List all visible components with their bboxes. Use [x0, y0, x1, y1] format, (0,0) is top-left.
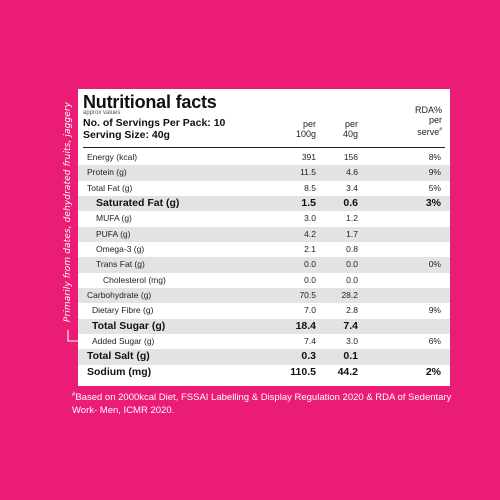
value-per-100g: 1.5 [301, 196, 316, 209]
value-per-40g: 7.4 [343, 319, 358, 332]
panel-title: Nutritional facts [83, 92, 217, 112]
table-row: Total Salt (g) 0.3 0.1 [78, 349, 450, 365]
value-per-100g: 3.0 [304, 213, 316, 224]
value-per-40g: 2.8 [346, 305, 358, 316]
table-row: Protein (g) 11.5 4.6 9% [78, 165, 450, 181]
nutrient-label: Carbohydrate (g) [87, 289, 152, 300]
value-per-100g: 110.5 [290, 365, 316, 378]
nutrient-label: PUFA (g) [96, 228, 131, 239]
value-rda: 5% [428, 182, 441, 193]
value-per-100g: 0.0 [304, 274, 316, 285]
value-per-40g: 3.4 [346, 182, 358, 193]
value-per-100g: 2.1 [304, 243, 316, 254]
nutrient-label: Omega-3 (g) [96, 243, 145, 254]
table-row: Saturated Fat (g) 1.5 0.6 3% [78, 195, 450, 212]
value-rda: 0% [428, 259, 441, 270]
nutrient-table: Energy (kcal) 391 156 8% Protein (g) 11.… [78, 150, 450, 380]
nutrient-label: Added Sugar (g) [92, 335, 155, 346]
table-row: Total Fat (g) 8.5 3.4 5% [78, 181, 450, 196]
column-header-rda: RDA% per serve# [414, 105, 442, 137]
value-rda: 8% [428, 152, 441, 162]
nutrient-label: Saturated Fat (g) [96, 196, 180, 209]
value-per-40g: 1.2 [346, 213, 358, 224]
nutrient-label: Protein (g) [87, 167, 127, 178]
table-row: MUFA (g) 3.0 1.2 [78, 211, 450, 226]
value-rda: 3% [425, 196, 441, 209]
value-rda: 9% [428, 305, 441, 316]
value-per-100g: 11.5 [300, 167, 316, 178]
value-per-40g: 44.2 [337, 365, 358, 378]
value-per-100g: 0.3 [301, 350, 316, 363]
value-per-40g: 28.2 [341, 289, 358, 300]
value-per-100g: 4.2 [304, 228, 316, 239]
nutrient-label: MUFA (g) [96, 213, 132, 224]
value-per-100g: 7.4 [304, 335, 316, 346]
value-per-40g: 4.6 [346, 167, 358, 178]
header-divider [83, 147, 445, 148]
value-per-100g: 18.4 [295, 319, 316, 332]
value-rda: 6% [428, 335, 441, 346]
value-per-40g: 0.1 [343, 350, 358, 363]
value-per-40g: 0.8 [346, 243, 358, 254]
value-per-100g: 7.0 [304, 305, 316, 316]
column-header-per-40g: per 40g [342, 119, 358, 139]
value-per-100g: 391 [301, 152, 316, 162]
footnote-text: Based on 2000kcal Diet, FSSAI Labelling … [72, 392, 452, 417]
value-per-100g: 8.5 [304, 182, 316, 193]
nutrient-label: Total Fat (g) [87, 182, 133, 193]
footnote-mark: # [72, 392, 76, 398]
value-per-40g: 3.0 [346, 335, 358, 346]
nutrient-label: Dietary Fibre (g) [92, 305, 154, 316]
nutrient-label: Total Sugar (g) [92, 319, 166, 332]
nutrient-label: Cholesterol (mg) [103, 274, 166, 285]
nutrition-facts-panel: Nutritional facts approx values No. of S… [78, 89, 450, 386]
table-row: Energy (kcal) 391 156 8% [78, 150, 450, 165]
value-per-40g: 0.0 [346, 259, 358, 270]
table-row: Trans Fat (g) 0.0 0.0 0% [78, 257, 450, 273]
serving-size: Serving Size: 40g [83, 129, 170, 141]
table-row: PUFA (g) 4.2 1.7 [78, 226, 450, 242]
nutrient-label: Total Salt (g) [87, 350, 150, 363]
footnote: #Based on 2000kcal Diet, FSSAI Labelling… [72, 389, 462, 417]
table-row: Total Sugar (g) 18.4 7.4 [78, 318, 450, 334]
table-row: Carbohydrate (g) 70.5 28.2 [78, 287, 450, 304]
value-per-100g: 0.0 [304, 259, 316, 270]
table-row: Omega-3 (g) 2.1 0.8 [78, 242, 450, 257]
nutrient-label: Energy (kcal) [87, 152, 138, 162]
nutrient-label: Trans Fat (g) [96, 259, 145, 270]
value-per-40g: 0.6 [343, 196, 358, 209]
approx-note: approx values [83, 110, 121, 116]
table-row: Cholesterol (mg) 0.0 0.0 [78, 273, 450, 288]
servings-per-pack: No. of Servings Per Pack: 10 [83, 117, 226, 129]
value-rda: 9% [428, 167, 441, 178]
nutrient-label: Sodium (mg) [87, 365, 152, 378]
table-row: Added Sugar (g) 7.4 3.0 6% [78, 334, 450, 349]
value-per-40g: 0.0 [346, 274, 358, 285]
table-row: Sodium (mg) 110.5 44.2 2% [78, 365, 450, 380]
column-header-per-100g: per 100g [295, 119, 316, 139]
table-row: Dietary Fibre (g) 7.0 2.8 9% [78, 303, 450, 318]
value-per-40g: 1.7 [346, 228, 358, 239]
value-per-40g: 156 [343, 152, 358, 162]
value-rda: 2% [425, 365, 441, 378]
value-per-100g: 70.5 [299, 289, 316, 300]
